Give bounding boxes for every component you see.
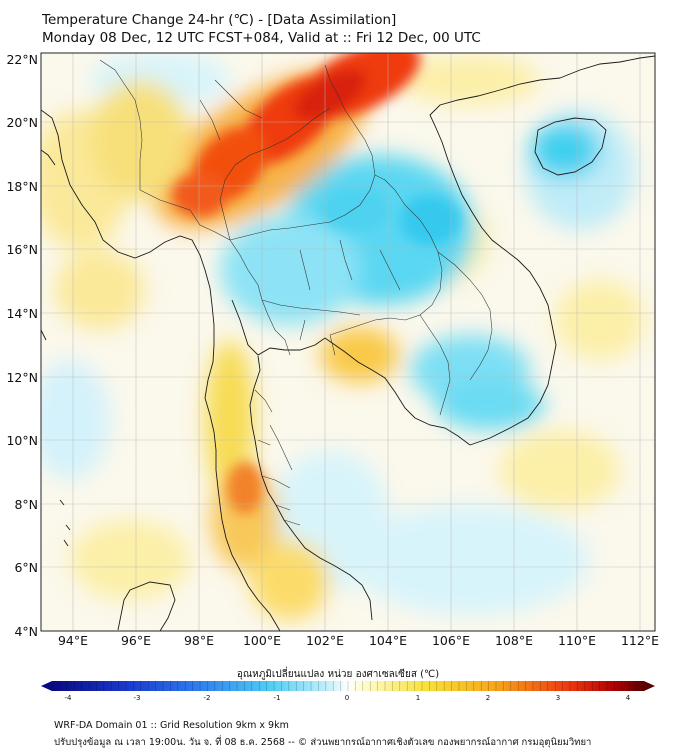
chart-subtitle: Monday 08 Dec, 12 UTC FCST+084, Valid at… xyxy=(42,30,481,46)
colorbar-title: อุณหภูมิเปลี่ยนแปลง หน่วย องศาเซลเซียส (… xyxy=(236,669,440,680)
lon-label-98e: 98°E xyxy=(183,633,215,648)
colorbar-min-arrow xyxy=(41,681,52,691)
lat-label-14n: 14°N xyxy=(6,306,38,321)
footer-model-info: WRF-DA Domain 01 :: Grid Resolution 9km … xyxy=(54,720,289,731)
lat-label-4n: 4°N xyxy=(14,624,38,639)
colorbar-tick-label: -4 xyxy=(64,694,72,702)
lat-label-18n: 18°N xyxy=(6,179,38,194)
lat-label-12n: 12°N xyxy=(6,370,38,385)
chart-title: Temperature Change 24-hr (℃) - [Data Ass… xyxy=(42,12,397,28)
lat-label-22n: 22°N xyxy=(6,52,38,67)
colorbar-tick-label: -2 xyxy=(203,694,211,702)
colorbar-max-arrow xyxy=(644,681,655,691)
lat-label-20n: 20°N xyxy=(6,115,38,130)
coastlines xyxy=(41,55,655,631)
colorbar-tick-label: 4 xyxy=(625,694,631,702)
lon-label-102e: 102°E xyxy=(305,633,344,648)
colorbar-tick-label: -3 xyxy=(133,694,141,702)
colorbar-tick-label: 0 xyxy=(344,694,350,702)
footer-credit: ปรับปรุงข้อมูล ณ เวลา 19:00น. วัน จ. ที่… xyxy=(54,737,592,748)
lon-label-106e: 106°E xyxy=(431,633,470,648)
lon-label-104e: 104°E xyxy=(368,633,407,648)
lon-label-100e: 100°E xyxy=(242,633,281,648)
lat-label-10n: 10°N xyxy=(6,433,38,448)
lon-label-110e: 110°E xyxy=(557,633,596,648)
colorbar-tick-label: 3 xyxy=(555,694,561,702)
colorbar xyxy=(41,681,655,691)
colorbar-tick-label: -1 xyxy=(273,694,281,702)
lat-label-6n: 6°N xyxy=(14,560,38,575)
colorbar-tick-label: 1 xyxy=(415,694,421,702)
borders xyxy=(99,59,493,526)
colorbar-gradient xyxy=(52,681,644,691)
lon-label-112e: 112°E xyxy=(620,633,659,648)
anomaly-field xyxy=(41,53,655,631)
graticule xyxy=(41,53,655,631)
lon-label-94e: 94°E xyxy=(57,633,89,648)
lat-label-16n: 16°N xyxy=(6,242,38,257)
lon-label-96e: 96°E xyxy=(120,633,152,648)
map-frame xyxy=(40,52,656,632)
lon-label-108e: 108°E xyxy=(494,633,533,648)
lat-label-8n: 8°N xyxy=(14,497,38,512)
colorbar-tick-label: 2 xyxy=(485,694,491,702)
